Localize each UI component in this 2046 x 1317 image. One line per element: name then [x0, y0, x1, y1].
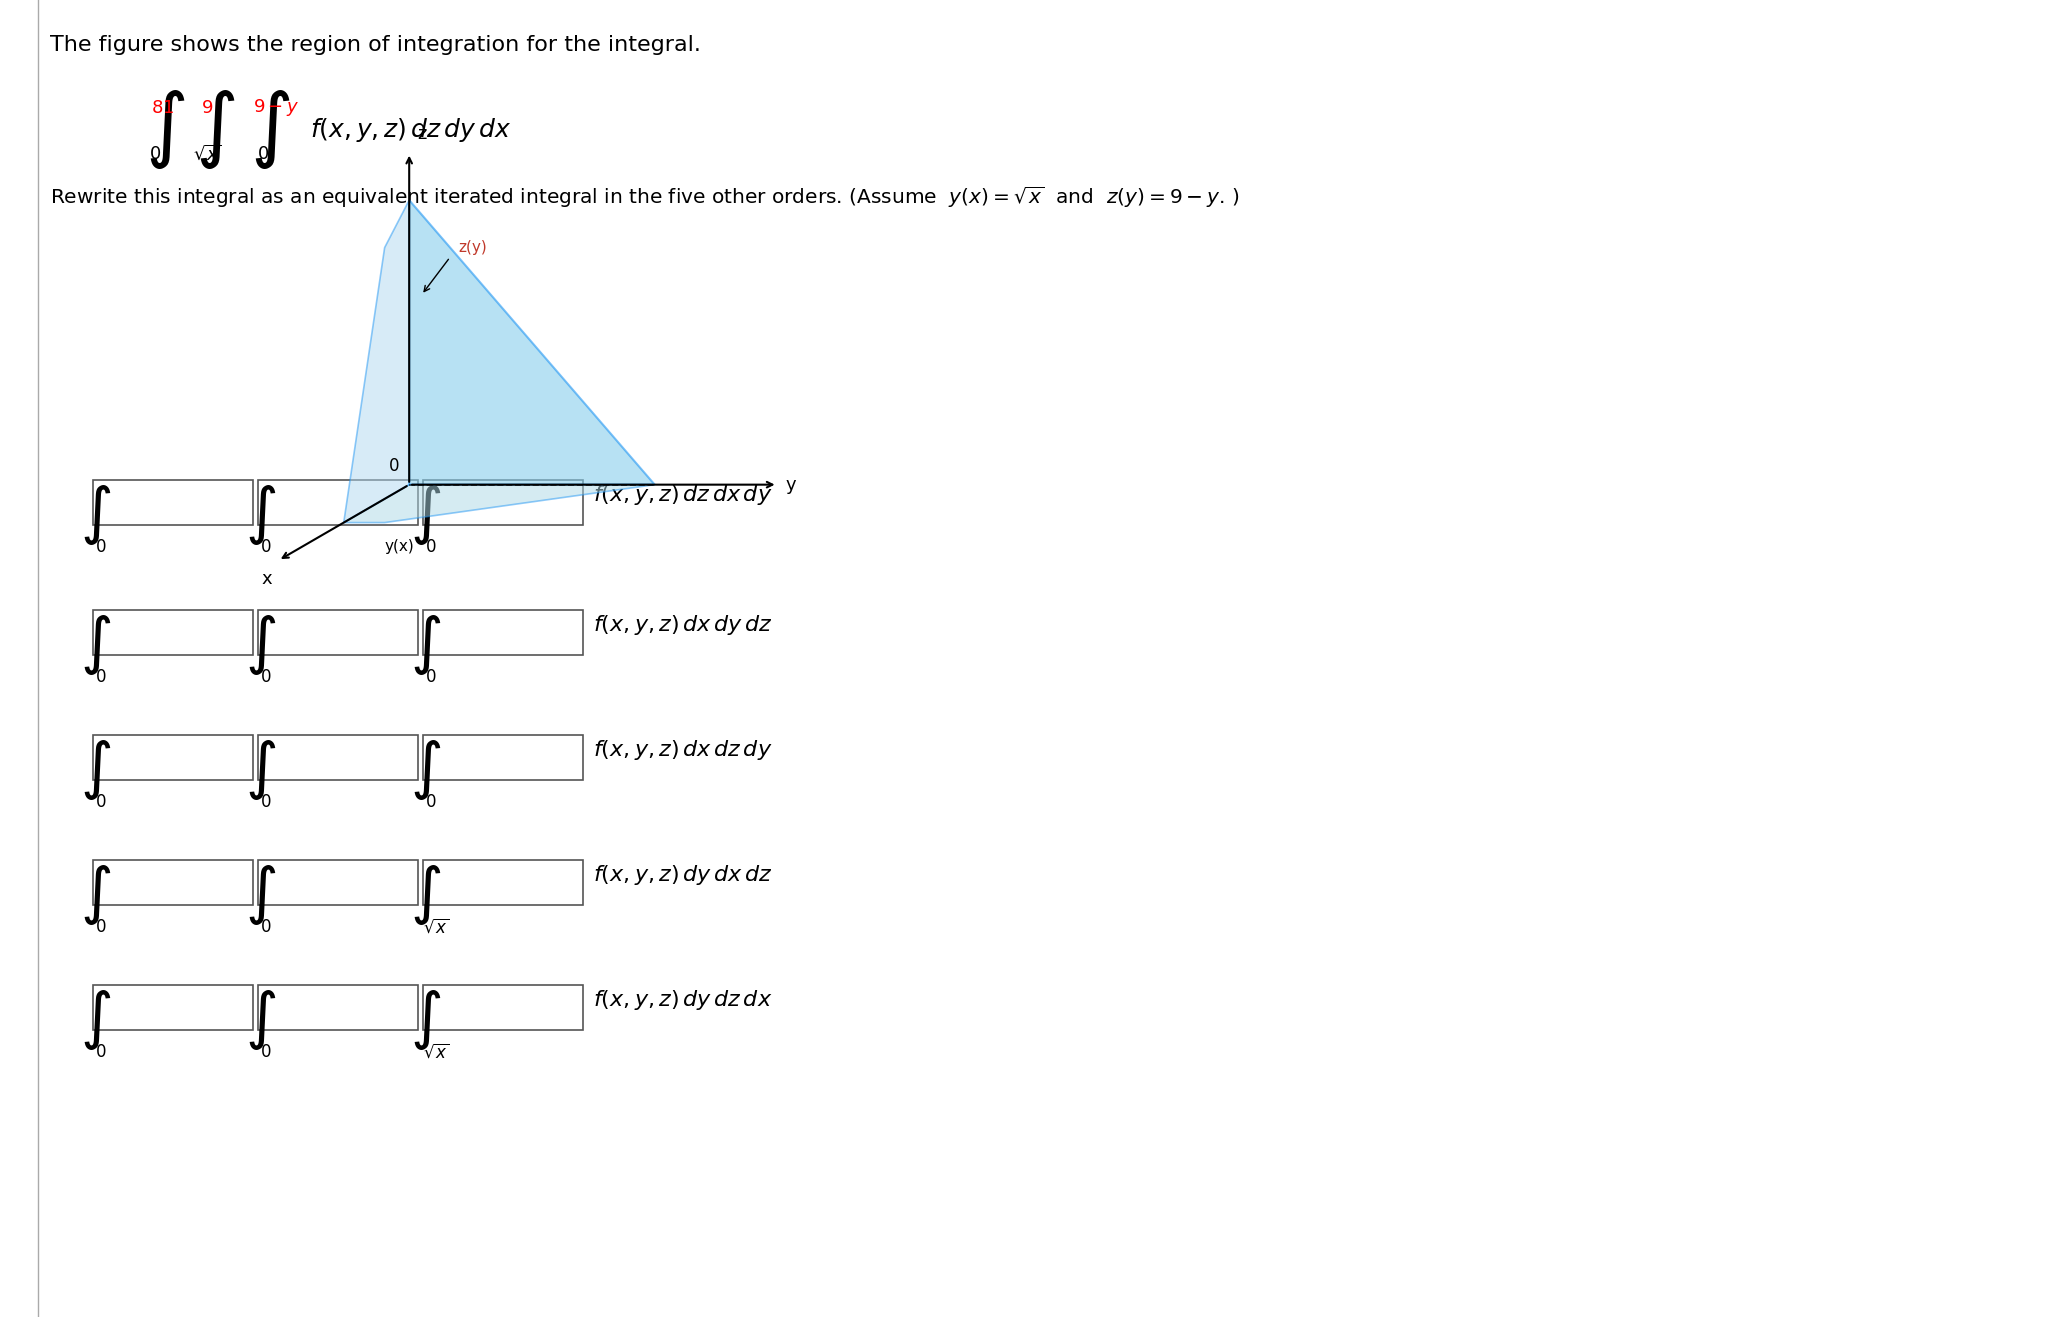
- Text: Rewrite this integral as an equivalent iterated integral in the five other order: Rewrite this integral as an equivalent i…: [49, 184, 1240, 211]
- Text: $\int$: $\int$: [246, 483, 276, 547]
- FancyBboxPatch shape: [424, 610, 583, 655]
- Text: $\int$: $\int$: [246, 612, 276, 677]
- Text: $0$: $0$: [260, 918, 272, 936]
- Polygon shape: [344, 485, 655, 523]
- FancyBboxPatch shape: [258, 860, 417, 905]
- Text: $0$: $0$: [258, 145, 270, 163]
- Text: The figure shows the region of integration for the integral.: The figure shows the region of integrati…: [49, 36, 702, 55]
- FancyBboxPatch shape: [92, 735, 254, 780]
- FancyBboxPatch shape: [258, 985, 417, 1030]
- Text: 0: 0: [389, 457, 399, 475]
- Text: $\sqrt{x}$: $\sqrt{x}$: [424, 918, 450, 936]
- Text: $\sqrt{x}$: $\sqrt{x}$: [192, 145, 221, 163]
- Text: $\int$: $\int$: [250, 90, 291, 171]
- FancyBboxPatch shape: [92, 860, 254, 905]
- FancyBboxPatch shape: [92, 479, 254, 525]
- Text: $f(x, y, z)\,dy\,dx\,dz$: $f(x, y, z)\,dy\,dx\,dz$: [593, 863, 773, 888]
- Text: $\int$: $\int$: [409, 483, 442, 547]
- Text: $\int$: $\int$: [246, 988, 276, 1052]
- Text: $\int$: $\int$: [80, 863, 110, 927]
- FancyBboxPatch shape: [258, 610, 417, 655]
- Text: y(x): y(x): [385, 539, 415, 553]
- FancyBboxPatch shape: [424, 860, 583, 905]
- Text: $0$: $0$: [426, 793, 436, 811]
- Text: $0$: $0$: [426, 668, 436, 686]
- Text: $\int$: $\int$: [145, 90, 186, 171]
- Polygon shape: [409, 200, 655, 485]
- Text: $\int$: $\int$: [80, 988, 110, 1052]
- Text: $\int$: $\int$: [409, 612, 442, 677]
- Text: $\int$: $\int$: [409, 738, 442, 802]
- FancyBboxPatch shape: [258, 735, 417, 780]
- Text: $0$: $0$: [94, 1043, 106, 1062]
- Polygon shape: [344, 200, 409, 523]
- FancyBboxPatch shape: [92, 610, 254, 655]
- Text: $\int$: $\int$: [80, 738, 110, 802]
- Text: y: y: [786, 475, 796, 494]
- Text: $\int$: $\int$: [246, 738, 276, 802]
- FancyBboxPatch shape: [424, 735, 583, 780]
- Text: $\int$: $\int$: [409, 863, 442, 927]
- Text: $f(x, y, z)\,dx\,dz\,dy$: $f(x, y, z)\,dx\,dz\,dy$: [593, 738, 773, 763]
- Text: $f(x, y, z)\,dx\,dy\,dz$: $f(x, y, z)\,dx\,dy\,dz$: [593, 612, 773, 637]
- Text: $f(x, y, z)\, dz\, dy\, dx$: $f(x, y, z)\, dz\, dy\, dx$: [311, 116, 512, 144]
- Text: $\int$: $\int$: [409, 988, 442, 1052]
- Text: $\int$: $\int$: [80, 483, 110, 547]
- Text: $0$: $0$: [260, 1043, 272, 1062]
- Text: $0$: $0$: [260, 668, 272, 686]
- Text: $\sqrt{x}$: $\sqrt{x}$: [424, 1043, 450, 1062]
- Text: $f(x, y, z)\,dy\,dz\,dx$: $f(x, y, z)\,dy\,dz\,dx$: [593, 988, 773, 1011]
- Text: z: z: [417, 125, 428, 144]
- Text: $9-y$: $9-y$: [254, 97, 299, 119]
- Text: x: x: [262, 570, 272, 587]
- Text: $81$: $81$: [151, 99, 174, 117]
- Text: $0$: $0$: [94, 668, 106, 686]
- Text: $0$: $0$: [426, 539, 436, 556]
- FancyBboxPatch shape: [424, 985, 583, 1030]
- Text: $\int$: $\int$: [80, 612, 110, 677]
- Text: $\int$: $\int$: [246, 863, 276, 927]
- Text: $0$: $0$: [94, 793, 106, 811]
- Text: z(y): z(y): [458, 240, 487, 255]
- Text: $0$: $0$: [94, 539, 106, 556]
- FancyBboxPatch shape: [258, 479, 417, 525]
- Text: $f(x, y, z)\,dz\,dx\,dy$: $f(x, y, z)\,dz\,dx\,dy$: [593, 483, 773, 507]
- Text: $0$: $0$: [260, 539, 272, 556]
- Text: $\int$: $\int$: [194, 90, 235, 171]
- Text: $0$: $0$: [260, 793, 272, 811]
- FancyBboxPatch shape: [424, 479, 583, 525]
- Text: $0$: $0$: [94, 918, 106, 936]
- FancyBboxPatch shape: [92, 985, 254, 1030]
- Text: $0$: $0$: [149, 145, 162, 163]
- Text: $9$: $9$: [201, 99, 213, 117]
